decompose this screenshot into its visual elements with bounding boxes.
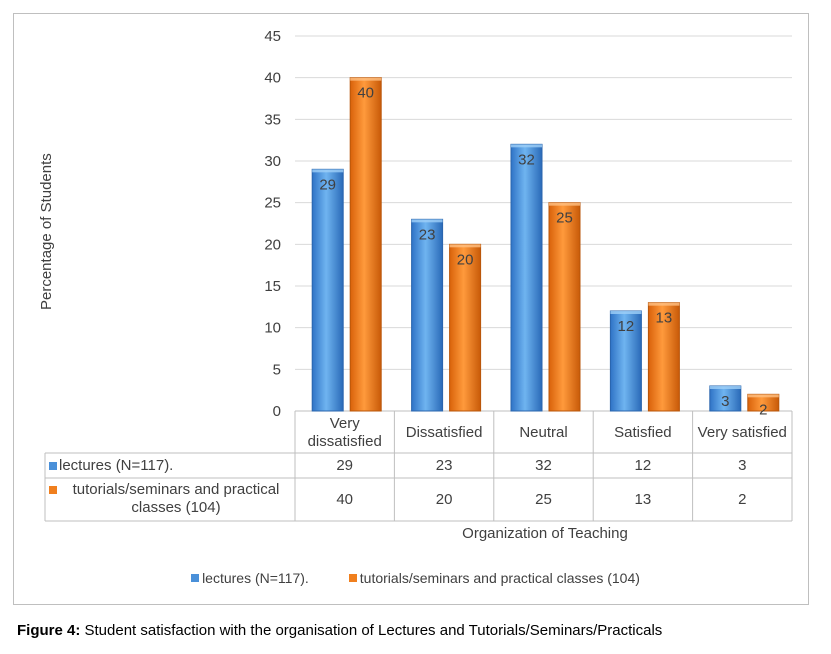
y-tick-label: 0: [273, 403, 281, 420]
data-label: 13: [656, 310, 673, 327]
table-series-label: lectures (N=117).: [49, 457, 293, 475]
x-category-label: Very satisfied: [697, 424, 787, 441]
table-value-cell: 2: [738, 491, 747, 508]
data-label: 20: [457, 251, 474, 268]
bar-tutorials: [449, 243, 482, 412]
legend-item-tutorials: tutorials/seminars and practical classes…: [348, 570, 640, 586]
y-tick-label: 35: [264, 111, 281, 128]
table-series-name: lectures (N=117).: [59, 457, 174, 474]
data-label: 32: [518, 151, 535, 168]
legend-label-lectures: lectures (N=117).: [202, 570, 309, 586]
y-axis-label: Percentage of Students: [38, 153, 55, 310]
table-value-cell: 3: [738, 457, 747, 474]
table-value-cell: 20: [435, 491, 453, 508]
y-tick-label: 30: [264, 153, 281, 170]
bar-top-bevel: [747, 394, 779, 398]
x-axis-title: Organization of Teaching: [462, 525, 628, 542]
y-tick-label: 20: [264, 236, 281, 253]
y-tick-label: 45: [264, 28, 281, 45]
table-value-cell: 13: [634, 491, 652, 508]
y-tick-label: 10: [264, 320, 281, 337]
bar-tutorials: [647, 302, 680, 412]
table-series-label: tutorials/seminars and practical classes…: [49, 481, 293, 517]
bar-top-bevel: [411, 219, 443, 223]
figure-caption: Figure 4: Student satisfaction with the …: [17, 622, 662, 639]
data-label: 2: [759, 401, 767, 418]
caption-text: Student satisfaction with the organisati…: [80, 622, 663, 639]
y-tick-label: 15: [264, 278, 281, 295]
data-label: 40: [357, 85, 374, 102]
table-series-swatch: [49, 462, 57, 470]
bar-lectures: [411, 218, 444, 412]
caption-prefix: Figure 4:: [17, 622, 81, 639]
table-series-swatch: [49, 486, 57, 494]
x-category-label: Dissatisfied: [405, 424, 483, 441]
bar-top-bevel: [648, 302, 680, 306]
table-value-cell: 25: [535, 491, 552, 508]
legend: lectures (N=117). tutorials/seminars and…: [0, 570, 831, 586]
y-tick-label: 40: [264, 70, 281, 87]
bar-top-bevel: [350, 77, 382, 81]
bar-top-bevel: [549, 202, 580, 206]
bar-tutorials: [349, 77, 382, 412]
y-tick-label: 25: [264, 195, 281, 212]
legend-swatch-tutorials: [348, 574, 357, 582]
x-category-label: Very dissatisfied: [307, 415, 382, 450]
data-label: 23: [419, 226, 436, 243]
x-category-label: Satisfied: [614, 424, 672, 441]
legend-item-lectures: lectures (N=117).: [191, 570, 309, 586]
data-label: 12: [618, 318, 635, 335]
bar-lectures: [609, 310, 642, 412]
data-label: 29: [319, 176, 336, 193]
table-value-cell: 29: [336, 457, 354, 474]
bar-tutorials: [548, 202, 581, 412]
table-value-cell: 32: [535, 457, 552, 474]
bar-top-bevel: [610, 311, 642, 314]
legend-label-tutorials: tutorials/seminars and practical classes…: [359, 570, 640, 586]
bar-top-bevel: [312, 169, 344, 173]
table-series-name: tutorials/seminars and practical classes…: [72, 481, 280, 516]
data-label: 3: [721, 393, 729, 410]
table-value-cell: 12: [634, 457, 652, 474]
bar-top-bevel: [511, 144, 542, 148]
y-tick-label: 5: [273, 361, 281, 378]
bar-lectures: [311, 168, 344, 412]
chart-frame: [13, 13, 809, 605]
table-value-cell: 23: [435, 457, 453, 474]
x-category-label: Neutral: [519, 424, 568, 441]
bar-lectures: [510, 143, 543, 412]
bar-top-bevel: [709, 386, 741, 389]
data-label: 25: [556, 210, 573, 227]
bar-top-bevel: [449, 244, 481, 248]
table-value-cell: 40: [336, 491, 354, 508]
legend-swatch-lectures: [191, 574, 200, 582]
